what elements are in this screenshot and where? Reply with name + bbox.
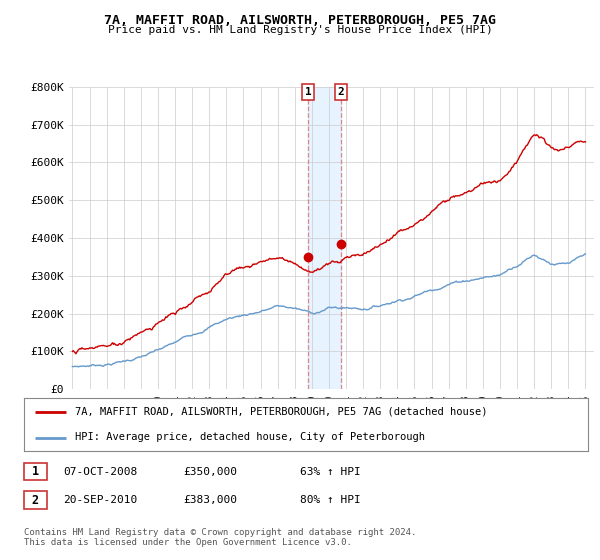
- Text: £350,000: £350,000: [183, 466, 237, 477]
- Text: Price paid vs. HM Land Registry's House Price Index (HPI): Price paid vs. HM Land Registry's House …: [107, 25, 493, 35]
- Text: 63% ↑ HPI: 63% ↑ HPI: [300, 466, 361, 477]
- Text: 2: 2: [338, 87, 344, 97]
- Text: HPI: Average price, detached house, City of Peterborough: HPI: Average price, detached house, City…: [75, 432, 425, 442]
- Text: 80% ↑ HPI: 80% ↑ HPI: [300, 495, 361, 505]
- Text: 7A, MAFFIT ROAD, AILSWORTH, PETERBOROUGH, PE5 7AG: 7A, MAFFIT ROAD, AILSWORTH, PETERBOROUGH…: [104, 14, 496, 27]
- Text: 20-SEP-2010: 20-SEP-2010: [63, 495, 137, 505]
- Text: Contains HM Land Registry data © Crown copyright and database right 2024.
This d: Contains HM Land Registry data © Crown c…: [24, 528, 416, 547]
- Text: 7A, MAFFIT ROAD, AILSWORTH, PETERBOROUGH, PE5 7AG (detached house): 7A, MAFFIT ROAD, AILSWORTH, PETERBOROUGH…: [75, 407, 487, 417]
- Text: 1: 1: [305, 87, 311, 97]
- Text: 1: 1: [32, 465, 39, 478]
- Text: 2: 2: [32, 493, 39, 507]
- Bar: [308, 87, 341, 389]
- Text: 07-OCT-2008: 07-OCT-2008: [63, 466, 137, 477]
- Text: £383,000: £383,000: [183, 495, 237, 505]
